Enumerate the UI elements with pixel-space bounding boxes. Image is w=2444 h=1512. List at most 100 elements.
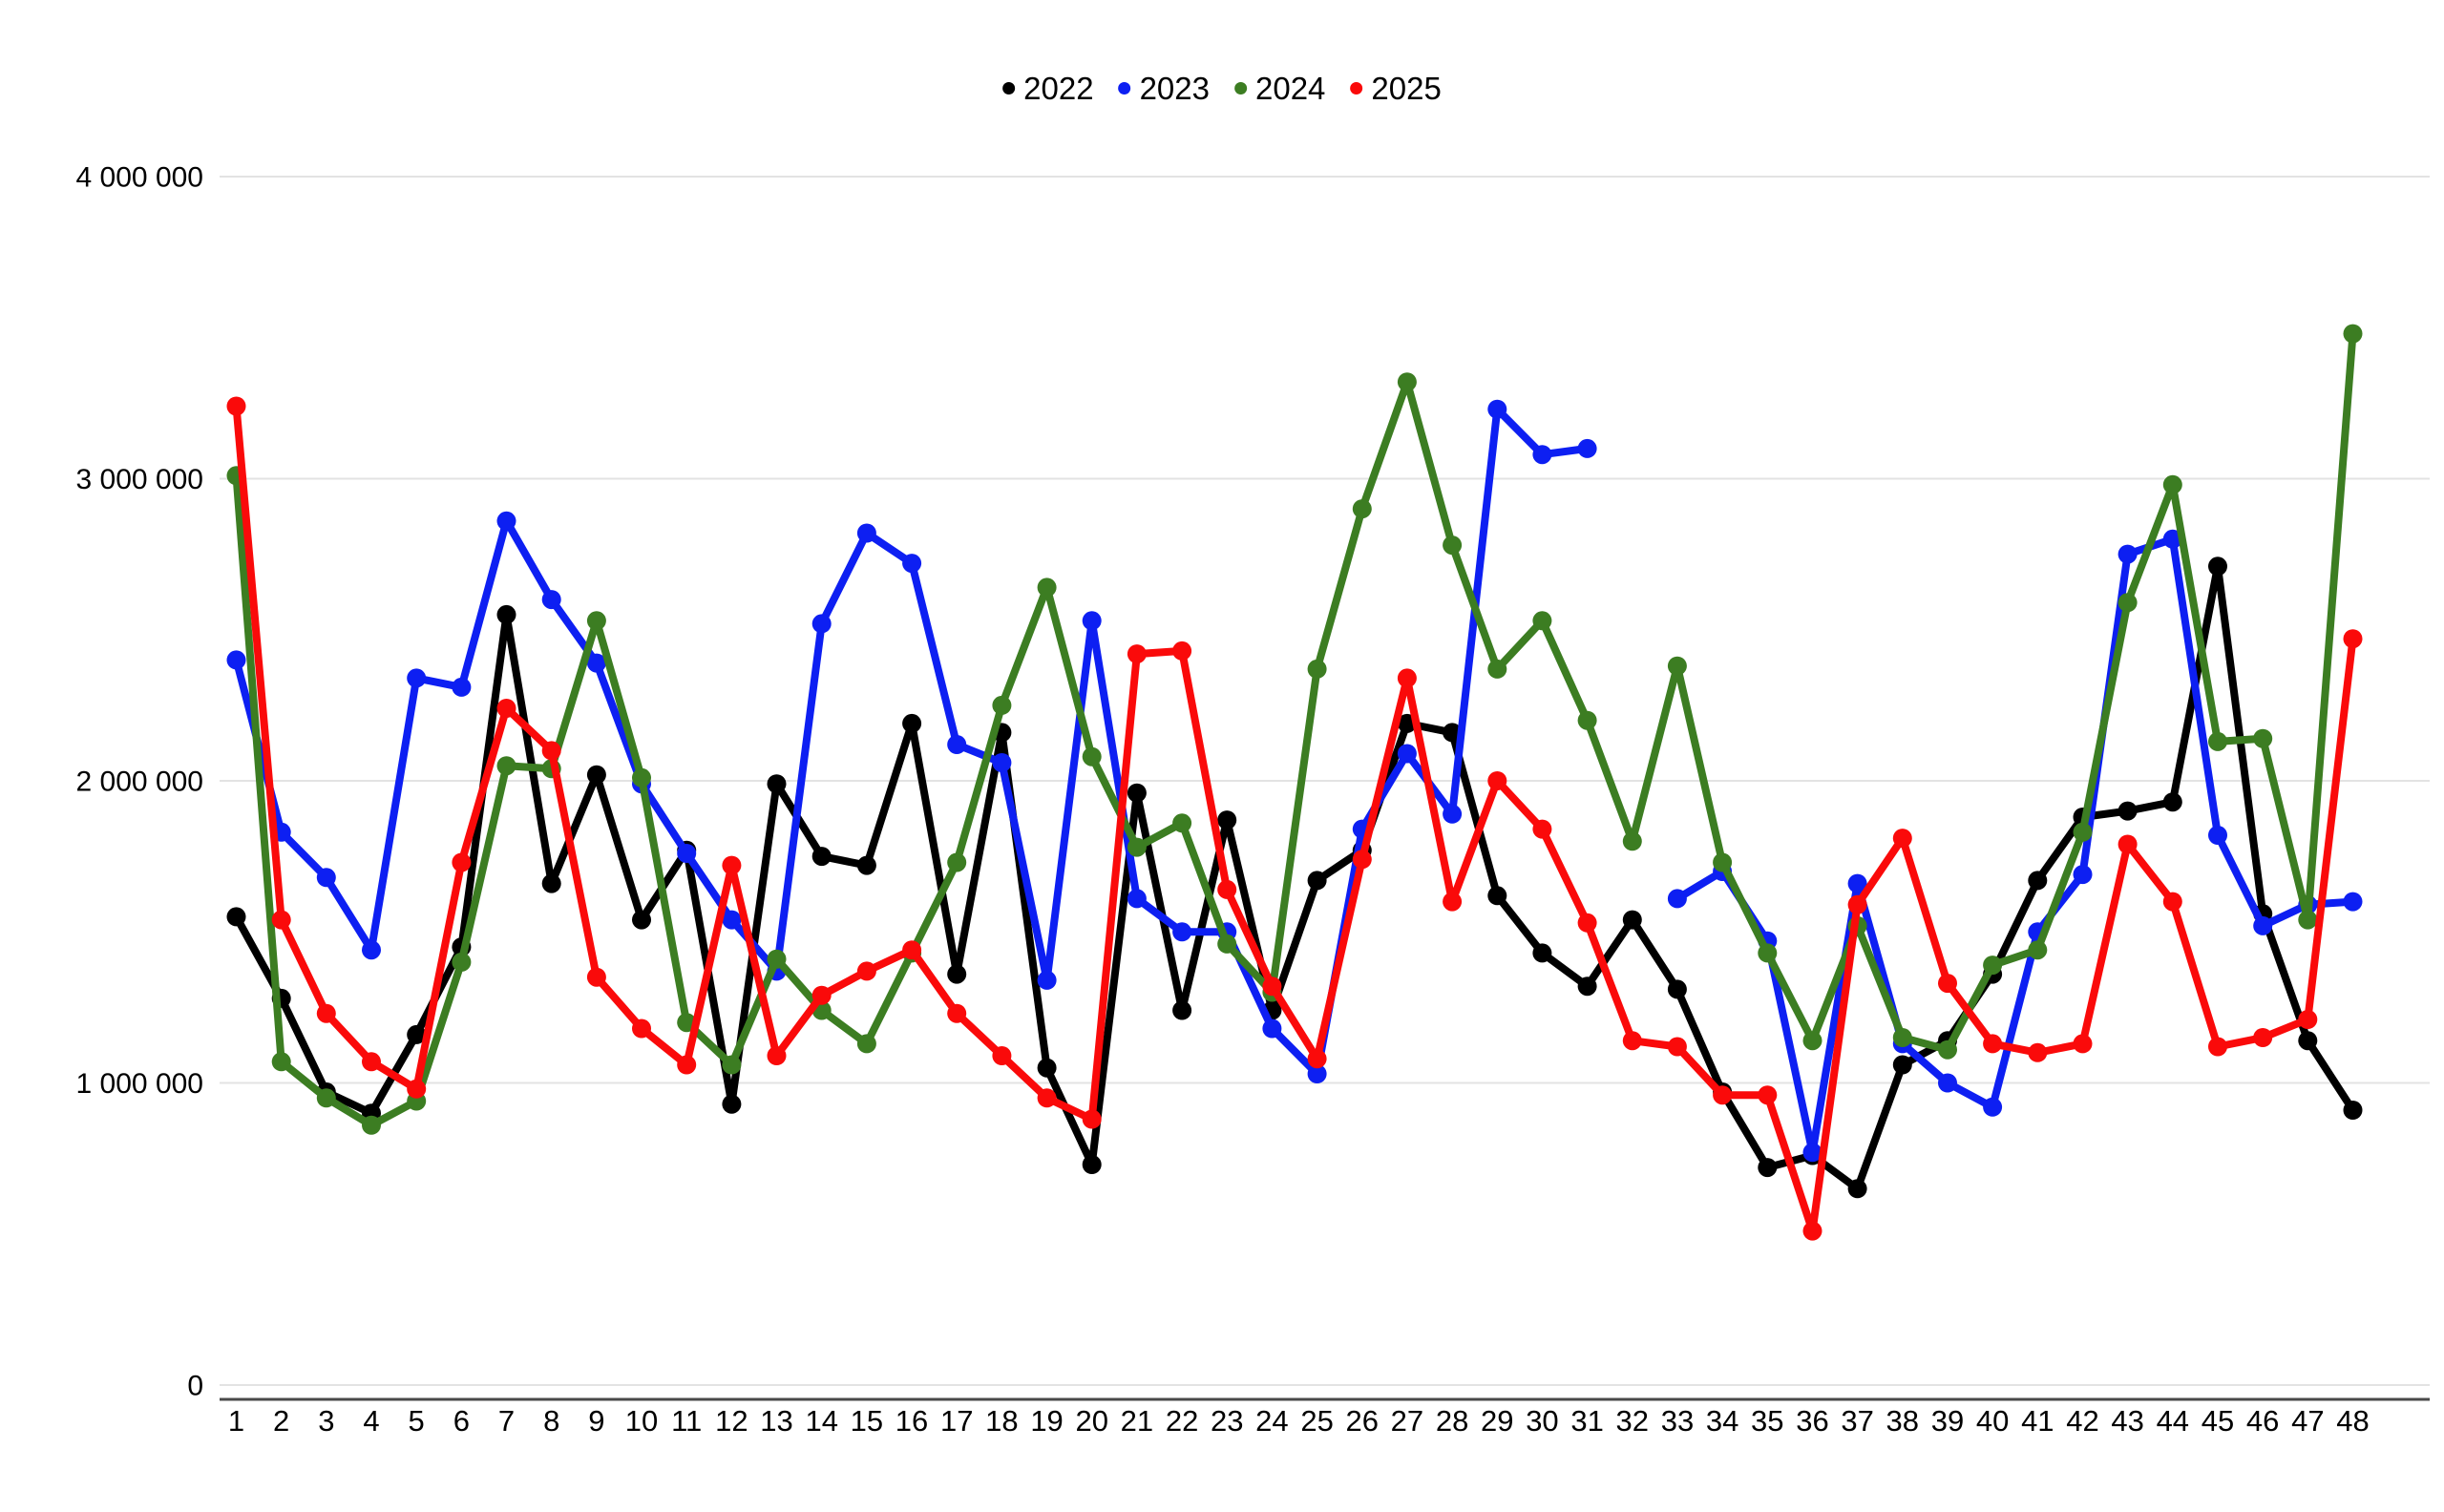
x-tick-label-30: 30 bbox=[1526, 1404, 1558, 1438]
series-2024-point-w35 bbox=[1758, 943, 1778, 963]
series-2023-point-w27 bbox=[1397, 744, 1417, 764]
series-2025-point-w2 bbox=[271, 910, 291, 930]
series-2023-point-w5 bbox=[407, 668, 427, 688]
series-2024-line bbox=[232, 329, 2357, 1129]
series-2024-point-w33 bbox=[1667, 656, 1687, 676]
series-2022-point-w31 bbox=[1577, 976, 1597, 997]
series-2024-point-w46 bbox=[2253, 728, 2273, 748]
series-2025-point-w25 bbox=[1307, 1049, 1327, 1069]
series-2023-point-w1 bbox=[226, 650, 246, 670]
y-tick-label: 4 000 000 bbox=[76, 162, 203, 194]
series-2023-point-w25 bbox=[1307, 1064, 1327, 1083]
legend: 2022 2023 2024 2025 bbox=[1002, 73, 1442, 104]
x-tick-label-12: 12 bbox=[715, 1404, 748, 1438]
series-2024-point-w38 bbox=[1892, 1028, 1912, 1047]
series-2022-point-w44 bbox=[2162, 792, 2182, 812]
series-2025-point-w10 bbox=[632, 1018, 651, 1039]
x-tick-label-1: 1 bbox=[228, 1404, 244, 1438]
series-2025-point-w32 bbox=[1622, 1031, 1642, 1051]
series-2023-point-w22 bbox=[1172, 922, 1192, 942]
series-2023-point-w4 bbox=[362, 940, 381, 960]
x-tick-label-38: 38 bbox=[1886, 1404, 1919, 1438]
series-2022-point-w25 bbox=[1307, 871, 1327, 891]
series-2023-point-w28 bbox=[1443, 804, 1463, 824]
series-2022-point-w32 bbox=[1622, 910, 1642, 930]
series-2024-point-w10 bbox=[632, 767, 651, 788]
series-2025-point-w28 bbox=[1443, 892, 1463, 912]
series-2022-point-w16 bbox=[902, 713, 922, 733]
series-2022-point-w21 bbox=[1127, 783, 1147, 803]
series-2025-point-w3 bbox=[316, 1003, 336, 1023]
series-2025-point-w29 bbox=[1487, 771, 1507, 790]
x-tick-label-40: 40 bbox=[1976, 1404, 2009, 1438]
legend-label: 2025 bbox=[1371, 71, 1442, 106]
series-2023-point-w43 bbox=[2117, 544, 2138, 564]
series-2022-point-w7 bbox=[496, 604, 516, 624]
x-tick-label-18: 18 bbox=[985, 1404, 1018, 1438]
x-tick-label-36: 36 bbox=[1796, 1404, 1828, 1438]
series-2024-point-w47 bbox=[2298, 910, 2318, 930]
series-2022-point-w45 bbox=[2208, 556, 2227, 577]
series-2024-point-w2 bbox=[271, 1052, 291, 1072]
x-tick-label-7: 7 bbox=[498, 1404, 515, 1438]
x-tick-label-14: 14 bbox=[805, 1404, 837, 1438]
series-2025-point-w16 bbox=[902, 940, 922, 960]
series-2025-point-w5 bbox=[407, 1079, 427, 1099]
y-tick-label: 2 000 000 bbox=[76, 766, 203, 798]
series-2024-point-w40 bbox=[1983, 956, 2003, 976]
series-2025-point-w1 bbox=[226, 396, 246, 416]
series-2023-point-w7 bbox=[496, 511, 516, 531]
series-2022-point-w33 bbox=[1667, 979, 1687, 999]
x-tick-label-13: 13 bbox=[760, 1404, 792, 1438]
series-2024-point-w45 bbox=[2208, 731, 2227, 751]
series-2023-point-w6 bbox=[452, 677, 472, 697]
series-2025-point-w14 bbox=[811, 985, 832, 1005]
series-2023-point-w17 bbox=[947, 735, 967, 754]
series-2025-point-w20 bbox=[1082, 1109, 1102, 1129]
y-tick-label: 3 000 000 bbox=[76, 464, 203, 495]
series-2022-point-w30 bbox=[1532, 943, 1552, 963]
series-2025-point-w13 bbox=[767, 1046, 787, 1065]
series-2024-point-w6 bbox=[452, 952, 472, 972]
series-2025-point-w41 bbox=[2028, 1042, 2048, 1062]
x-tick-label-8: 8 bbox=[543, 1404, 559, 1438]
series-2025-point-w22 bbox=[1172, 640, 1192, 661]
series-2023-point-w8 bbox=[541, 590, 561, 610]
x-tick-label-9: 9 bbox=[588, 1404, 604, 1438]
series-2024-point-w48 bbox=[2343, 324, 2363, 344]
y-tick-label: 0 bbox=[187, 1371, 203, 1402]
series-2022-point-w29 bbox=[1487, 886, 1507, 906]
series-2025-point-w43 bbox=[2117, 834, 2138, 854]
series-2023-point-w29 bbox=[1487, 399, 1507, 419]
series-2022-point-w43 bbox=[2117, 801, 2138, 821]
series-2022-point-w23 bbox=[1217, 810, 1237, 830]
x-tick-label-28: 28 bbox=[1436, 1404, 1468, 1438]
series-2022-point-w5 bbox=[407, 1024, 427, 1044]
series-2024-point-w42 bbox=[2073, 822, 2093, 842]
series-2023-point-w3 bbox=[316, 868, 336, 888]
x-tick-label-19: 19 bbox=[1030, 1404, 1063, 1438]
legend-item-2023[interactable]: 2023 bbox=[1118, 73, 1210, 104]
series-2024-point-w15 bbox=[856, 1034, 876, 1054]
legend-item-2024[interactable]: 2024 bbox=[1234, 73, 1325, 104]
series-2025-point-w8 bbox=[541, 741, 561, 761]
series-2022-point-w8 bbox=[541, 873, 561, 893]
series-2024-point-w31 bbox=[1577, 710, 1597, 730]
x-tick-label-3: 3 bbox=[318, 1404, 334, 1438]
series-2024-point-w20 bbox=[1082, 746, 1102, 766]
x-tick-label-39: 39 bbox=[1931, 1404, 1964, 1438]
legend-dot-2023 bbox=[1118, 82, 1131, 94]
series-2022-point-w15 bbox=[856, 855, 876, 875]
series-2023-point-w44 bbox=[2162, 529, 2182, 549]
x-tick-label-20: 20 bbox=[1075, 1404, 1107, 1438]
series-2022-point-w14 bbox=[811, 847, 832, 867]
legend-item-2025[interactable]: 2025 bbox=[1350, 71, 1442, 106]
series-2024-point-w7 bbox=[496, 756, 516, 776]
series-2024-point-w36 bbox=[1802, 1031, 1822, 1051]
x-tick-label-27: 27 bbox=[1391, 1404, 1423, 1438]
series-2025-point-w48 bbox=[2343, 629, 2363, 649]
legend-item-2022[interactable]: 2022 bbox=[1002, 73, 1094, 104]
series-2023-point-w42 bbox=[2073, 865, 2093, 885]
legend-dot-2025 bbox=[1350, 82, 1363, 94]
series-2025-point-w21 bbox=[1127, 644, 1147, 664]
